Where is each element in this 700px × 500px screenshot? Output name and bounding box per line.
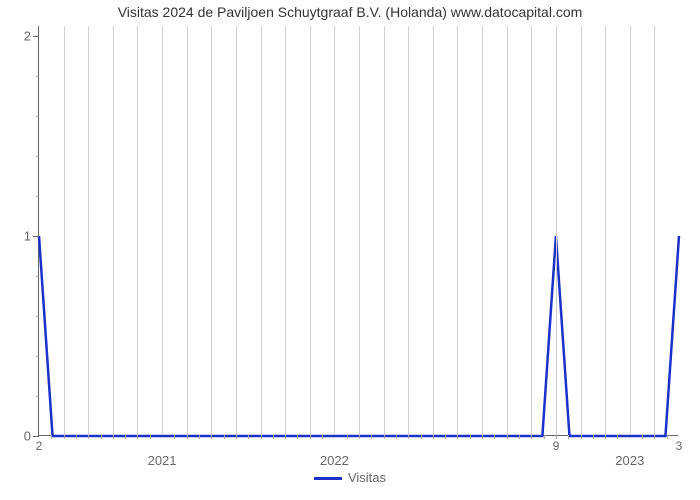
chart-container: Visitas 2024 de Paviljoen Schuytgraaf B.… — [0, 0, 700, 500]
y-major-tick — [33, 436, 39, 437]
x-minor-tick — [531, 435, 532, 439]
y-minor-tick — [36, 76, 39, 77]
x-minor-tick — [507, 435, 508, 439]
vertical-gridline — [556, 26, 557, 435]
x-minor-tick — [113, 435, 114, 439]
legend: Visitas — [0, 470, 700, 485]
vertical-gridline — [162, 26, 163, 435]
vertical-gridline — [137, 26, 138, 435]
vertical-gridline — [581, 26, 582, 435]
x-minor-tick — [642, 435, 643, 439]
x-minor-tick — [581, 435, 582, 439]
vertical-gridline — [654, 26, 655, 435]
x-minor-tick — [617, 435, 618, 439]
vertical-gridline — [433, 26, 434, 435]
x-minor-tick — [371, 435, 372, 439]
y-tick-label: 0 — [24, 429, 31, 444]
x-minor-tick — [285, 435, 286, 439]
y-minor-tick — [36, 356, 39, 357]
x-minor-tick — [224, 435, 225, 439]
x-minor-tick — [470, 435, 471, 439]
x-minor-tick — [359, 435, 360, 439]
x-minor-tick — [64, 435, 65, 439]
vertical-gridline — [113, 26, 114, 435]
x-minor-tick — [421, 435, 422, 439]
vertical-gridline — [88, 26, 89, 435]
x-minor-tick — [457, 435, 458, 439]
vertical-gridline — [211, 26, 212, 435]
vertical-gridline — [310, 26, 311, 435]
x-minor-tick — [396, 435, 397, 439]
x-minor-tick — [593, 435, 594, 439]
x-minor-tick — [568, 435, 569, 439]
y-minor-tick — [36, 196, 39, 197]
x-minor-tick — [654, 435, 655, 439]
x-minor-tick — [433, 435, 434, 439]
y-minor-tick — [36, 316, 39, 317]
chart-title: Visitas 2024 de Paviljoen Schuytgraaf B.… — [0, 4, 700, 20]
x-minor-tick — [248, 435, 249, 439]
x-minor-tick — [150, 435, 151, 439]
x-minor-tick — [261, 435, 262, 439]
x-minor-tick — [297, 435, 298, 439]
x-minor-tick — [544, 435, 545, 439]
vertical-gridline — [334, 26, 335, 435]
x-tick-label: 2021 — [148, 453, 177, 468]
x-minor-tick — [125, 435, 126, 439]
x-minor-tick — [482, 435, 483, 439]
y-minor-tick — [36, 116, 39, 117]
vertical-gridline — [605, 26, 606, 435]
vertical-gridline — [236, 26, 237, 435]
x-minor-tick — [187, 435, 188, 439]
vertical-gridline — [630, 26, 631, 435]
x-minor-tick — [519, 435, 520, 439]
x-minor-tick — [322, 435, 323, 439]
x-minor-tick — [494, 435, 495, 439]
vertical-gridline — [507, 26, 508, 435]
x-minor-tick — [384, 435, 385, 439]
vertical-gridline — [359, 26, 360, 435]
vertical-gridline — [457, 26, 458, 435]
vertical-gridline — [285, 26, 286, 435]
x-minor-tick — [101, 435, 102, 439]
vertical-gridline — [531, 26, 532, 435]
y-minor-tick — [36, 396, 39, 397]
y-minor-tick — [36, 156, 39, 157]
data-point-label: 9 — [553, 439, 560, 453]
x-minor-tick — [273, 435, 274, 439]
data-point-label: 3 — [676, 439, 683, 453]
x-minor-tick — [445, 435, 446, 439]
y-major-tick — [33, 36, 39, 37]
x-tick-label: 2022 — [320, 453, 349, 468]
x-minor-tick — [605, 435, 606, 439]
y-tick-label: 2 — [24, 29, 31, 44]
legend-label: Visitas — [348, 470, 386, 485]
x-minor-tick — [174, 435, 175, 439]
x-minor-tick — [236, 435, 237, 439]
x-minor-tick — [199, 435, 200, 439]
y-major-tick — [33, 236, 39, 237]
data-point-label: 2 — [36, 439, 43, 453]
x-minor-tick — [211, 435, 212, 439]
x-tick-label: 2023 — [615, 453, 644, 468]
x-minor-tick — [667, 435, 668, 439]
y-tick-label: 1 — [24, 229, 31, 244]
vertical-gridline — [64, 26, 65, 435]
vertical-gridline — [187, 26, 188, 435]
legend-swatch — [314, 477, 342, 480]
x-minor-tick — [310, 435, 311, 439]
vertical-gridline — [482, 26, 483, 435]
x-minor-tick — [137, 435, 138, 439]
x-minor-tick — [76, 435, 77, 439]
x-minor-tick — [347, 435, 348, 439]
vertical-gridline — [408, 26, 409, 435]
plot-area: 012202120222023293 — [38, 26, 678, 436]
x-minor-tick — [408, 435, 409, 439]
vertical-gridline — [384, 26, 385, 435]
x-minor-tick — [51, 435, 52, 439]
x-minor-tick — [88, 435, 89, 439]
vertical-gridline — [261, 26, 262, 435]
y-minor-tick — [36, 276, 39, 277]
